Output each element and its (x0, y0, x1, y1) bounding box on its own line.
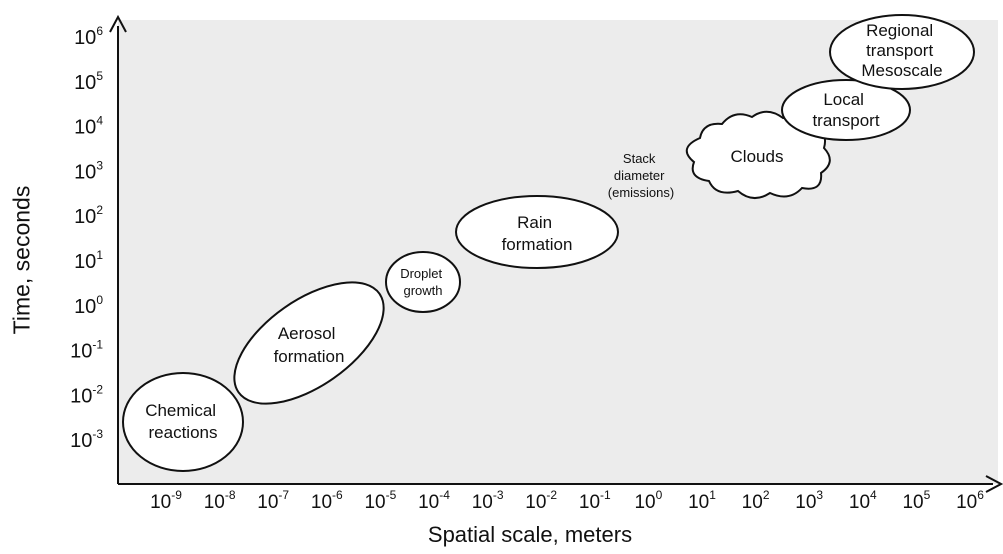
x-tick-label: 10-1 (579, 488, 611, 513)
local-transport-label: Local transport (812, 90, 879, 130)
droplet-growth-ellipse (385, 251, 461, 313)
y-axis-arrow (109, 14, 127, 33)
y-tick-label: 10-3 (70, 427, 103, 452)
y-tick-label: 101 (74, 248, 103, 273)
rain-formation-label: Rain formation (502, 213, 573, 254)
x-tick-labels: 10-9 10-8 10-7 10-6 10-5 10-4 10-3 10-2 10-1 100 1… (150, 488, 984, 513)
y-tick-label: 10-2 (70, 382, 103, 407)
regional-transport-ellipse (829, 14, 975, 90)
x-tick-label: 106 (956, 488, 984, 513)
regional-transport-label: Regional transport Mesoscale (861, 21, 942, 80)
clouds-label: Clouds (731, 147, 784, 166)
x-tick-label: 10-5 (364, 488, 396, 513)
local-transport-ellipse (781, 79, 911, 141)
y-tick-label: 102 (74, 203, 103, 228)
y-tick-labels: 106 105 104 103 102 101 100 10-1 10-2 10-3 (70, 24, 103, 452)
y-tick-label: 103 (74, 158, 103, 183)
x-tick-label: 10-6 (311, 488, 343, 513)
y-tick-label: 106 (74, 24, 103, 49)
x-tick-label: 101 (688, 488, 716, 513)
x-axis-title: Spatial scale, meters (427, 522, 633, 547)
x-tick-label: 103 (795, 488, 823, 513)
rain-formation-ellipse (455, 195, 619, 269)
x-tick-label: 10-7 (257, 488, 289, 513)
x-tick-label: 105 (902, 488, 930, 513)
chemical-reactions-label: Chemical reactions (145, 401, 221, 442)
x-axis-arrow (985, 475, 1003, 493)
x-tick-label: 10-4 (418, 488, 450, 513)
y-axis-title: Time, seconds (8, 185, 35, 335)
chemical-reactions-ellipse (122, 372, 244, 472)
y-tick-label: 104 (74, 114, 103, 139)
aerosol-formation-label: Aerosol formation (274, 324, 345, 366)
x-tick-label: 10-9 (150, 488, 182, 513)
x-tick-label: 10-2 (525, 488, 557, 513)
clouds-shape (685, 110, 831, 199)
x-tick-label: 100 (634, 488, 662, 513)
stack-diameter-label: Stack diameter (emissions) (608, 151, 674, 200)
x-tick-label: 104 (849, 488, 877, 513)
x-tick-label: 10-8 (204, 488, 236, 513)
y-tick-label: 105 (74, 69, 103, 94)
y-tick-label: 100 (74, 293, 103, 318)
droplet-growth-label: Droplet growth (400, 266, 446, 298)
x-tick-label: 10-3 (472, 488, 504, 513)
aerosol-formation-ellipse (233, 281, 385, 405)
x-tick-label: 102 (742, 488, 770, 513)
y-tick-label: 10-1 (70, 338, 103, 363)
